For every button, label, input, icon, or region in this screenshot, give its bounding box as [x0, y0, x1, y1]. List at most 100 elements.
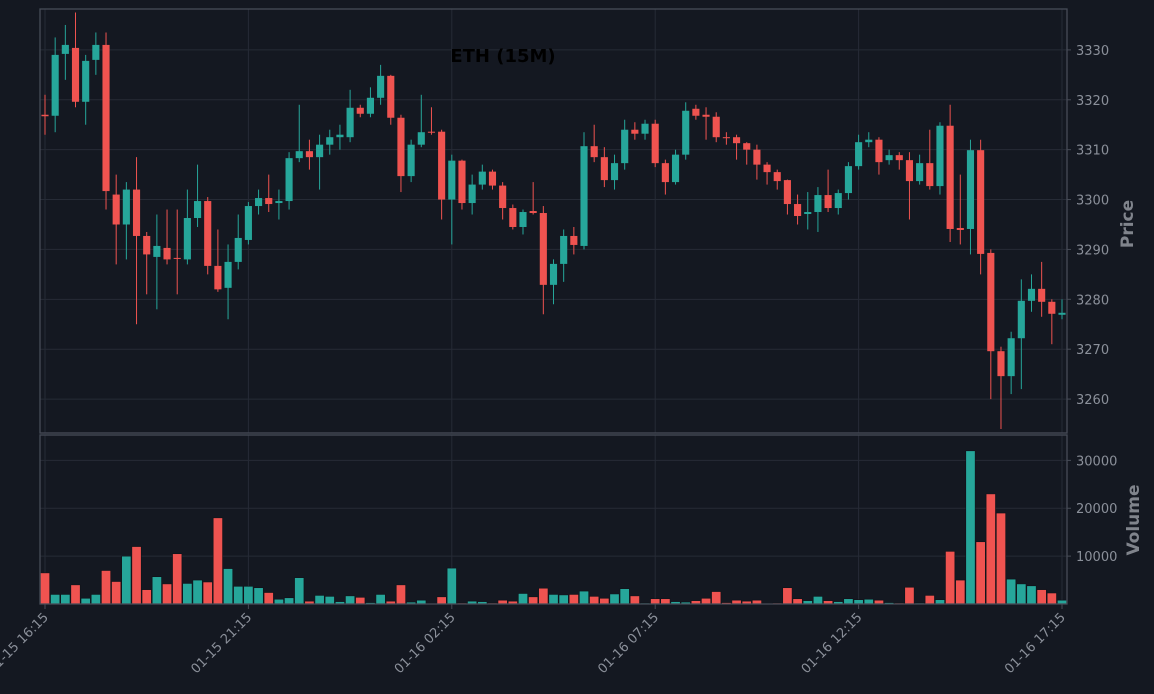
volume-bar [121, 555, 132, 605]
candle-body [356, 107, 364, 114]
y-tick-label: 3330 [1076, 44, 1109, 59]
volume-bar [70, 584, 81, 605]
candle-body [895, 155, 903, 161]
volume-bar [558, 594, 569, 605]
candle-body [509, 208, 517, 227]
candle-body [936, 125, 944, 187]
volume-bar [629, 595, 640, 605]
volume-bar [711, 591, 722, 605]
candle-body [305, 151, 313, 158]
volume-bar [650, 598, 661, 605]
volume-bar [162, 583, 173, 605]
y-tick-label: 3260 [1076, 393, 1109, 408]
volume-bar [1046, 592, 1057, 605]
volume-bar [812, 596, 823, 605]
candle-body [1017, 300, 1025, 339]
volume-bar [1006, 578, 1017, 605]
volume-bar [955, 579, 966, 605]
candle-body [163, 247, 171, 260]
candle-body [346, 107, 354, 138]
y-tick-label: 10000 [1076, 550, 1117, 565]
volume-bar [182, 583, 193, 605]
candle-body [458, 160, 466, 204]
price-axis-label: Price [1118, 200, 1138, 248]
volume-bar [324, 596, 335, 605]
volume-bar [223, 568, 234, 605]
candle-body [702, 114, 710, 117]
volume-bar [395, 584, 406, 605]
volume-bar [924, 595, 935, 605]
volume-bar [945, 551, 956, 605]
volume-bar [375, 594, 386, 605]
candle-body [183, 218, 191, 260]
chart-title: ETH (15M) [450, 46, 555, 67]
candle-body [844, 166, 852, 194]
volume-bar [782, 587, 793, 605]
candle-body [51, 54, 59, 116]
candle-body [265, 198, 273, 205]
candle-body [1058, 312, 1066, 315]
volume-bar [273, 598, 284, 605]
candle-body [865, 139, 873, 143]
candle-body [407, 144, 415, 177]
candle-body [336, 134, 344, 138]
volume-bar [863, 598, 874, 605]
volume-bar [253, 587, 264, 605]
candle-body [743, 143, 751, 150]
candle-body [661, 163, 669, 183]
candle-body [295, 151, 303, 159]
candle-body [193, 201, 202, 219]
volume-bar [579, 590, 589, 605]
y-tick-label: 30000 [1076, 454, 1117, 469]
candle-body [671, 154, 680, 183]
candle-body [132, 189, 141, 236]
volume-axis-label: Volume [1124, 484, 1144, 555]
y-tick-label: 3310 [1076, 144, 1109, 159]
candle-body [712, 116, 720, 138]
candle-body [122, 189, 130, 225]
candle-body [621, 129, 629, 164]
candle-body [773, 172, 781, 182]
candle-body [488, 171, 497, 186]
volume-bar [599, 597, 610, 605]
candle-body [692, 108, 700, 116]
volume-bar [243, 585, 254, 605]
volume-bar [436, 596, 447, 605]
candle-body [1048, 301, 1056, 314]
candle-body [153, 245, 161, 257]
candle-body [82, 60, 90, 102]
volume-bar [355, 596, 366, 605]
volume-bar [40, 572, 50, 605]
candle-body [41, 114, 49, 117]
candle-body [905, 160, 914, 182]
volume-bar [843, 598, 854, 605]
volume-bar [904, 586, 915, 605]
volume-bar [660, 598, 671, 605]
volume-bar [568, 594, 579, 605]
candle-body [71, 47, 80, 102]
volume-bar [345, 595, 356, 605]
volume-bar [792, 598, 803, 605]
candle-body [580, 146, 588, 246]
candle-body [92, 44, 100, 60]
candle-body [112, 194, 120, 225]
y-tick-label: 20000 [1076, 502, 1117, 517]
candle-body [570, 235, 578, 245]
candle-body [966, 150, 975, 229]
candle-body [499, 185, 507, 209]
candle-body [804, 212, 812, 215]
candle-body [1038, 288, 1046, 302]
candle-body [224, 261, 232, 288]
volume-bar [609, 593, 620, 605]
candle-body [722, 137, 730, 139]
volume-bar [151, 576, 162, 605]
volume-bar [60, 594, 71, 605]
candle-body [478, 171, 486, 185]
candle-body [539, 213, 547, 285]
candle-body [1027, 288, 1036, 301]
volume-bar [518, 593, 528, 605]
candle-body [366, 97, 374, 114]
candle-body [387, 75, 395, 118]
